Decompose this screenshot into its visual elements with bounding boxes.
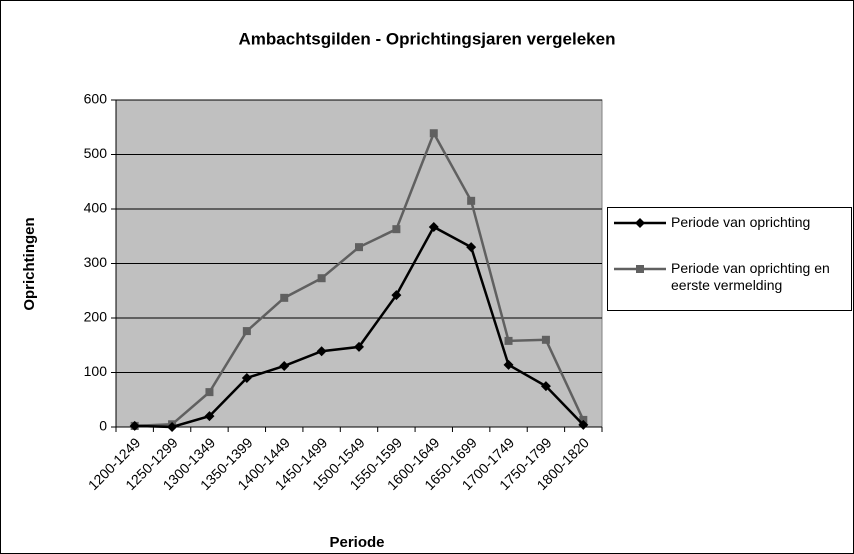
- marker: [167, 422, 178, 432]
- y-tick-label: 200: [84, 309, 108, 325]
- marker: [204, 411, 215, 422]
- marker: [354, 341, 364, 352]
- y-tick-label: 100: [84, 363, 108, 379]
- y-tick-label: 500: [84, 145, 108, 161]
- marker: [391, 290, 402, 301]
- marker: [429, 129, 438, 138]
- marker: [635, 218, 645, 228]
- x-axis-title: Periode: [329, 534, 384, 551]
- marker: [466, 242, 477, 253]
- marker: [242, 327, 251, 336]
- legend-swatch: [614, 218, 666, 228]
- marker: [636, 265, 644, 273]
- y-axis-title: Oprichtingen: [21, 217, 38, 310]
- legend-label: Periode van oprichting: [671, 214, 811, 230]
- marker: [205, 388, 214, 397]
- y-tick-label: 0: [99, 418, 107, 434]
- marker: [241, 372, 252, 383]
- marker: [392, 225, 401, 234]
- marker: [279, 360, 290, 371]
- marker: [467, 196, 476, 205]
- legend: Periode van oprichting Periode van oprich…: [607, 207, 852, 311]
- marker: [541, 335, 550, 344]
- marker: [280, 293, 289, 302]
- marker: [355, 243, 363, 252]
- y-tick-label: 400: [84, 200, 108, 216]
- chart-title: Ambachtsgilden - Oprichtingsjaren vergel…: [239, 29, 616, 48]
- marker: [504, 336, 513, 345]
- marker: [428, 221, 439, 232]
- legend-label: Periode van oprichting en eerste vermeld…: [671, 260, 830, 293]
- legend-item: Periode van oprichting en eerste vermeld…: [608, 260, 853, 293]
- y-tick-label: 600: [84, 91, 108, 107]
- legend-swatch: [614, 265, 666, 273]
- marker: [578, 419, 589, 430]
- marker: [540, 381, 551, 392]
- y-tick-label: 300: [84, 254, 108, 270]
- marker: [503, 359, 514, 370]
- marker: [316, 346, 327, 357]
- marker: [129, 420, 140, 431]
- legend-item: Periode van oprichting: [608, 214, 853, 237]
- marker: [317, 274, 326, 283]
